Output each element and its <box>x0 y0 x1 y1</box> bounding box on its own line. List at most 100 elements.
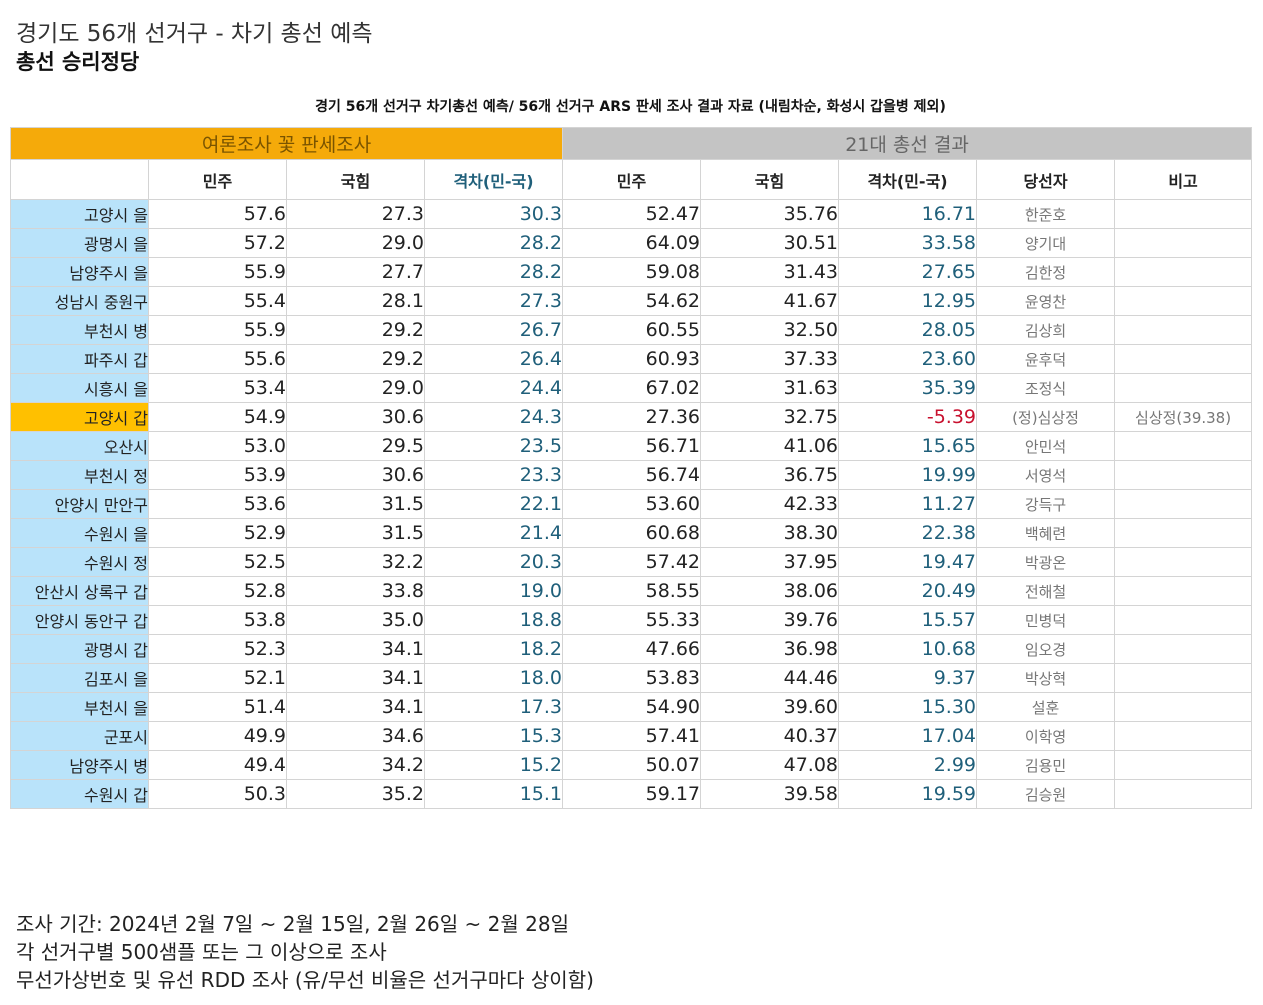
cell-s-dem: 49.4 <box>148 750 287 780</box>
cell-winner: 서영석 <box>976 460 1116 490</box>
cell-district: 김포시 을 <box>10 663 149 693</box>
cell-s-gap: 19.0 <box>423 576 564 606</box>
cell-note: 심상정(39.38) <box>1114 402 1253 432</box>
table-row: 남양주시 병 49.4 34.2 15.2 50.07 47.08 2.99 김용민 <box>10 750 1253 780</box>
column-header: 국힘 <box>286 159 425 200</box>
cell-s-ppp: 27.3 <box>286 199 425 229</box>
table-row: 고양시 을 57.6 27.3 30.3 52.47 35.76 16.71 한준호 <box>10 199 1253 229</box>
note-line: 조사 기간: 2024년 2월 7일 ~ 2월 15일, 2월 26일 ~ 2월… <box>16 912 569 936</box>
cell-winner: 전해철 <box>976 576 1116 606</box>
cell-district: 고양시 을 <box>10 199 149 229</box>
cell-s-gap: 15.1 <box>423 779 564 809</box>
cell-r-dem: 67.02 <box>562 373 702 403</box>
cell-s-gap: 28.2 <box>423 257 564 287</box>
cell-r-ppp: 38.30 <box>700 518 840 548</box>
cell-r-gap: 15.57 <box>838 605 978 635</box>
cell-s-gap: 30.3 <box>423 199 564 229</box>
table-row: 안양시 동안구 갑 53.8 35.0 18.8 55.33 39.76 15.57 민병덕 <box>10 605 1253 635</box>
cell-note <box>1114 576 1253 606</box>
cell-district: 군포시 <box>10 721 149 751</box>
cell-r-dem: 27.36 <box>562 402 702 432</box>
cell-r-ppp: 35.76 <box>700 199 840 229</box>
cell-s-dem: 52.3 <box>148 634 287 664</box>
cell-district: 부천시 을 <box>10 692 149 722</box>
cell-s-ppp: 29.5 <box>286 431 425 461</box>
cell-r-ppp: 30.51 <box>700 228 840 258</box>
cell-r-ppp: 32.50 <box>700 315 840 345</box>
cell-r-gap: 20.49 <box>838 576 978 606</box>
cell-r-dem: 55.33 <box>562 605 702 635</box>
cell-r-dem: 56.74 <box>562 460 702 490</box>
cell-s-ppp: 34.1 <box>286 663 425 693</box>
cell-r-dem: 58.55 <box>562 576 702 606</box>
cell-s-gap: 22.1 <box>423 489 564 519</box>
cell-r-ppp: 37.33 <box>700 344 840 374</box>
table-row: 오산시 53.0 29.5 23.5 56.71 41.06 15.65 안민석 <box>10 431 1253 461</box>
cell-district: 남양주시 을 <box>10 257 149 287</box>
cell-r-gap: 28.05 <box>838 315 978 345</box>
cell-r-dem: 57.41 <box>562 721 702 751</box>
page-title: 경기도 56개 선거구 - 차기 총선 예측 <box>16 21 373 47</box>
cell-winner: 박광온 <box>976 547 1116 577</box>
cell-s-ppp: 34.1 <box>286 634 425 664</box>
cell-district: 시흥시 을 <box>10 373 149 403</box>
cell-r-dem: 56.71 <box>562 431 702 461</box>
cell-s-dem: 50.3 <box>148 779 287 809</box>
cell-district: 안양시 만안구 <box>10 489 149 519</box>
table-body: 고양시 을 57.6 27.3 30.3 52.47 35.76 16.71 한준호 광명시 을… <box>10 199 1253 809</box>
table-row: 성남시 중원구 55.4 28.1 27.3 54.62 41.67 12.95 윤영찬 <box>10 286 1253 316</box>
cell-s-gap: 26.4 <box>423 344 564 374</box>
cell-district: 오산시 <box>10 431 149 461</box>
cell-r-ppp: 37.95 <box>700 547 840 577</box>
cell-r-dem: 50.07 <box>562 750 702 780</box>
cell-r-gap: 19.59 <box>838 779 978 809</box>
cell-r-gap: 23.60 <box>838 344 978 374</box>
cell-note <box>1114 257 1253 287</box>
cell-s-dem: 54.9 <box>148 402 287 432</box>
cell-note <box>1114 460 1253 490</box>
cell-s-dem: 57.6 <box>148 199 287 229</box>
cell-s-gap: 18.2 <box>423 634 564 664</box>
cell-r-gap: -5.39 <box>838 402 978 432</box>
cell-r-dem: 54.62 <box>562 286 702 316</box>
cell-note <box>1114 431 1253 461</box>
cell-district: 부천시 병 <box>10 315 149 345</box>
cell-r-dem: 59.08 <box>562 257 702 287</box>
cell-note <box>1114 489 1253 519</box>
cell-s-dem: 52.1 <box>148 663 287 693</box>
cell-r-gap: 19.47 <box>838 547 978 577</box>
cell-winner: 김용민 <box>976 750 1116 780</box>
cell-s-dem: 51.4 <box>148 692 287 722</box>
cell-s-dem: 55.4 <box>148 286 287 316</box>
cell-s-ppp: 31.5 <box>286 518 425 548</box>
cell-r-dem: 47.66 <box>562 634 702 664</box>
cell-s-dem: 52.5 <box>148 547 287 577</box>
cell-r-dem: 54.90 <box>562 692 702 722</box>
cell-s-ppp: 27.7 <box>286 257 425 287</box>
table-row: 수원시 정 52.5 32.2 20.3 57.42 37.95 19.47 박광온 <box>10 547 1253 577</box>
table-row: 부천시 을 51.4 34.1 17.3 54.90 39.60 15.30 설훈 <box>10 692 1253 722</box>
cell-r-ppp: 31.63 <box>700 373 840 403</box>
note-line: 무선가상번호 및 유선 RDD 조사 (유/무선 비율은 선거구마다 상이함) <box>16 968 594 992</box>
survey-notes: 조사 기간: 2024년 2월 7일 ~ 2월 15일, 2월 26일 ~ 2월… <box>16 910 594 994</box>
cell-district: 광명시 을 <box>10 228 149 258</box>
cell-r-gap: 15.30 <box>838 692 978 722</box>
table-row: 군포시 49.9 34.6 15.3 57.41 40.37 17.04 이학영 <box>10 721 1253 751</box>
table-row: 수원시 을 52.9 31.5 21.4 60.68 38.30 22.38 백혜련 <box>10 518 1253 548</box>
cell-r-ppp: 47.08 <box>700 750 840 780</box>
table-row: 광명시 을 57.2 29.0 28.2 64.09 30.51 33.58 양기대 <box>10 228 1253 258</box>
cell-district: 고양시 갑 <box>10 402 149 432</box>
cell-s-gap: 15.2 <box>423 750 564 780</box>
result-group-header: 21대 총선 결과 <box>562 127 1253 160</box>
survey-group-header: 여론조사 꽃 판세조사 <box>9 127 564 160</box>
cell-note <box>1114 779 1253 809</box>
table-row: 남양주시 을 55.9 27.7 28.2 59.08 31.43 27.65 김한정 <box>10 257 1253 287</box>
cell-s-ppp: 35.0 <box>286 605 425 635</box>
table-row: 김포시 을 52.1 34.1 18.0 53.83 44.46 9.37 박상혁 <box>10 663 1253 693</box>
cell-s-gap: 28.2 <box>423 228 564 258</box>
table-row: 수원시 갑 50.3 35.2 15.1 59.17 39.58 19.59 김승원 <box>10 779 1253 809</box>
cell-winner: 양기대 <box>976 228 1116 258</box>
cell-r-gap: 22.38 <box>838 518 978 548</box>
column-header: 격차(민-국) <box>838 159 978 200</box>
cell-note <box>1114 344 1253 374</box>
